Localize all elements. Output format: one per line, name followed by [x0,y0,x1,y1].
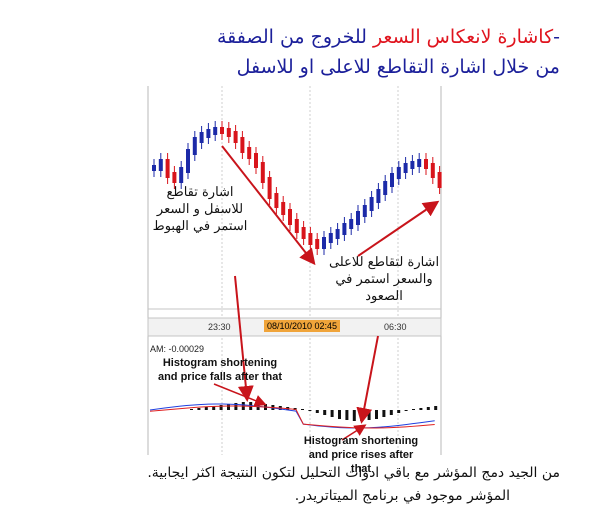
page-title-line-1: -كاشارة لانعكاس السعر للخروج من الصفقة [40,28,560,47]
candle-body [383,181,388,195]
candle-body [396,167,401,179]
arrow-up-trend [357,200,440,257]
histogram-bar [227,404,230,410]
histogram-bar [412,409,415,410]
candle-body [430,163,435,178]
histogram-bar [212,406,216,410]
histogram-bar [375,410,378,419]
footer-line-1: من الجيد دمج المؤشر مع باقي ادوات التحلي… [147,465,560,481]
annotation-histogram-falls: Histogram shortening and price falls aft… [157,357,283,383]
candle-body [342,223,347,235]
histogram-bar [204,407,208,410]
candle-body [267,177,272,199]
histogram-bar [345,410,349,420]
candle-body [254,153,258,168]
title-dash: - [553,26,560,48]
histogram-bar [367,410,371,420]
signal-line-red [149,405,435,429]
histogram-bar [397,410,401,413]
histogram-bar [315,410,319,413]
candle-body [192,137,197,155]
annotation-histogram-rises: Histogram shortening and price rises aft… [303,435,419,475]
title-blue-text: للخروج من الصفقة [216,26,373,48]
annotation-up-cross: اشارة لتقاطع للاعلى والسعر استمر في الصع… [328,255,440,304]
candle-body [260,162,265,183]
arrow-histogram-1 [234,275,254,402]
candle-body [424,159,428,169]
candle-body [220,127,224,134]
candle-body [226,128,231,137]
histogram-bar [419,408,423,410]
candle-body [240,137,245,153]
arrow-down-trend [221,145,316,266]
histogram-bar [219,405,223,410]
candle-body [199,132,204,143]
time-tick-1: 23:30 [208,322,231,332]
candle-body [206,129,211,138]
candle-body [165,159,170,178]
candle-body [158,159,163,171]
candle-body [417,159,422,167]
time-tick-highlight: 08/10/2010 02:45 [264,320,341,332]
histogram-bar [190,409,193,410]
histogram-bar [389,410,393,415]
candle-body [288,209,292,225]
candle-body [390,173,394,187]
candle-body [376,189,381,203]
histogram-bar [197,408,201,410]
arrow-histogram-2 [356,335,379,424]
candle-body [233,131,238,143]
candle-body [213,127,218,135]
histogram-bar [308,410,312,411]
candle-body [403,163,408,173]
annotation-down-cross: اشارة تقاطع للاسفل و السعر استمر في الهب… [152,185,248,234]
candle-body [410,161,415,169]
indicator-histogram [190,402,438,421]
histogram-bar [301,409,304,410]
histogram-bar [404,410,408,411]
arrow-histogram-1b [213,383,267,407]
histogram-bar [338,410,341,419]
candle-body [281,202,286,215]
candle-body [301,227,306,239]
candle-body [369,197,374,211]
candlestick-series [152,121,442,255]
candle-body [179,167,184,183]
candle-body [328,233,333,243]
title-red-text: كاشارة لانعكاس السعر [372,26,554,48]
histogram-bar [352,410,356,421]
candle-body [247,147,252,159]
candle-body [362,205,367,217]
histogram-bar [382,410,386,417]
signal-line-blue [149,403,435,429]
histogram-bar [323,410,327,415]
indicator-value-label: AM: -0.00029 [150,344,205,354]
candle-body [308,233,313,245]
histogram-bar [434,406,438,410]
candle-body [322,237,326,249]
page-title-line-2: من خلال اشارة التقاطع للاعلى او للاسفل [236,56,560,78]
candle-body [152,165,156,171]
candle-body [186,149,190,173]
candle-body [294,219,299,233]
candle-body [274,193,279,208]
histogram-bar [426,407,430,410]
candle-body [349,219,354,229]
candle-body [335,229,340,239]
candle-body [172,172,177,183]
candle-body [315,239,320,249]
candle-body [437,172,442,188]
arrow-histogram-2b [341,424,367,441]
time-tick-3: 06:30 [384,322,407,332]
footer-line-2: المؤشر موجود في برنامج الميتاتريدر. [294,488,510,504]
candle-body [356,211,360,225]
histogram-bar [330,410,334,417]
